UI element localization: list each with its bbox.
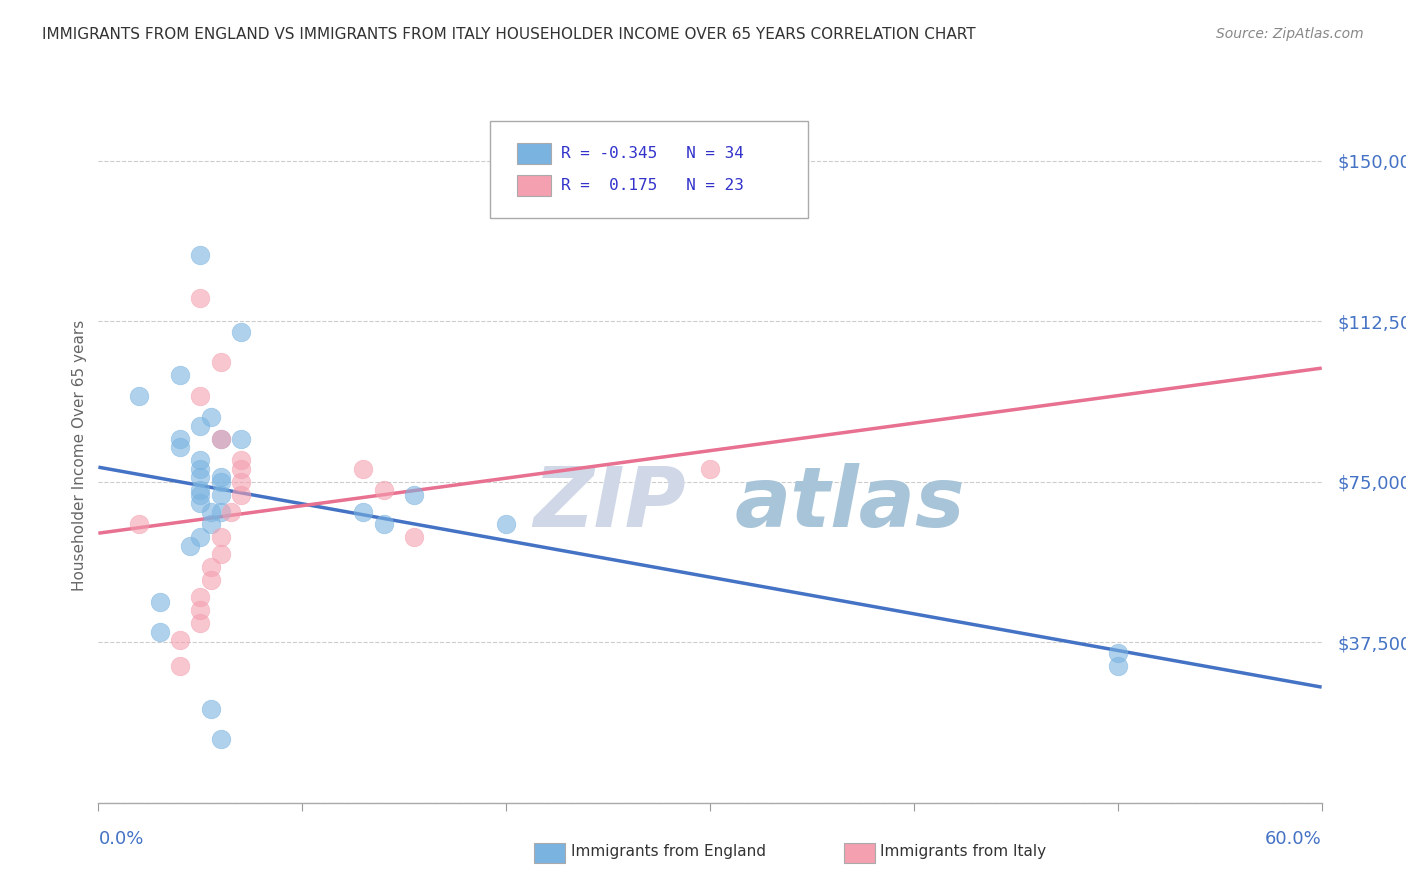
Point bbox=[188, 248, 212, 262]
Point bbox=[188, 530, 212, 544]
Point bbox=[209, 530, 232, 544]
Point bbox=[188, 291, 212, 305]
Point bbox=[495, 517, 517, 532]
Point bbox=[231, 462, 253, 476]
Point bbox=[200, 505, 222, 519]
Point bbox=[209, 487, 232, 501]
Point bbox=[373, 517, 395, 532]
Point bbox=[209, 470, 232, 484]
Point bbox=[209, 432, 232, 446]
Point bbox=[404, 487, 426, 501]
Point bbox=[188, 419, 212, 434]
Point bbox=[169, 441, 191, 455]
FancyBboxPatch shape bbox=[517, 144, 551, 164]
Point bbox=[149, 624, 172, 639]
Point bbox=[200, 701, 222, 715]
Text: Source: ZipAtlas.com: Source: ZipAtlas.com bbox=[1216, 27, 1364, 41]
Text: atlas: atlas bbox=[734, 463, 965, 544]
Point bbox=[231, 453, 253, 467]
Point bbox=[231, 475, 253, 489]
Point bbox=[231, 487, 253, 501]
Text: IMMIGRANTS FROM ENGLAND VS IMMIGRANTS FROM ITALY HOUSEHOLDER INCOME OVER 65 YEAR: IMMIGRANTS FROM ENGLAND VS IMMIGRANTS FR… bbox=[42, 27, 976, 42]
Point bbox=[169, 368, 191, 382]
Point bbox=[209, 548, 232, 562]
Point bbox=[404, 530, 426, 544]
Point bbox=[209, 475, 232, 489]
Point bbox=[231, 325, 253, 339]
Point bbox=[209, 355, 232, 369]
Point bbox=[128, 517, 150, 532]
Point bbox=[188, 615, 212, 630]
Point bbox=[179, 539, 201, 553]
Point bbox=[188, 389, 212, 403]
Point bbox=[188, 483, 212, 498]
Point bbox=[1107, 646, 1129, 660]
Point bbox=[200, 410, 222, 425]
FancyBboxPatch shape bbox=[517, 175, 551, 196]
Point bbox=[128, 389, 150, 403]
Point bbox=[373, 483, 395, 498]
Point bbox=[188, 487, 212, 501]
Text: 0.0%: 0.0% bbox=[98, 830, 143, 847]
Point bbox=[352, 462, 374, 476]
Text: ZIP: ZIP bbox=[533, 463, 686, 544]
Point bbox=[200, 517, 222, 532]
Point bbox=[149, 594, 172, 608]
Point bbox=[209, 731, 232, 746]
Point bbox=[219, 505, 242, 519]
Point bbox=[699, 462, 721, 476]
Point bbox=[169, 633, 191, 648]
Text: Immigrants from England: Immigrants from England bbox=[571, 845, 766, 859]
Text: 60.0%: 60.0% bbox=[1265, 830, 1322, 847]
FancyBboxPatch shape bbox=[489, 121, 808, 219]
Point bbox=[188, 453, 212, 467]
Point bbox=[231, 432, 253, 446]
Point bbox=[188, 496, 212, 510]
Text: R =  0.175   N = 23: R = 0.175 N = 23 bbox=[561, 178, 744, 194]
Point bbox=[188, 470, 212, 484]
Point bbox=[200, 560, 222, 574]
Point bbox=[209, 505, 232, 519]
Point bbox=[352, 505, 374, 519]
Point bbox=[1107, 658, 1129, 673]
Point bbox=[169, 432, 191, 446]
Text: R = -0.345   N = 34: R = -0.345 N = 34 bbox=[561, 146, 744, 161]
Point bbox=[188, 603, 212, 617]
Text: Immigrants from Italy: Immigrants from Italy bbox=[880, 845, 1046, 859]
Point bbox=[209, 432, 232, 446]
Point bbox=[169, 658, 191, 673]
Point bbox=[188, 462, 212, 476]
Point bbox=[188, 591, 212, 605]
Point bbox=[200, 573, 222, 587]
Y-axis label: Householder Income Over 65 years: Householder Income Over 65 years bbox=[72, 319, 87, 591]
